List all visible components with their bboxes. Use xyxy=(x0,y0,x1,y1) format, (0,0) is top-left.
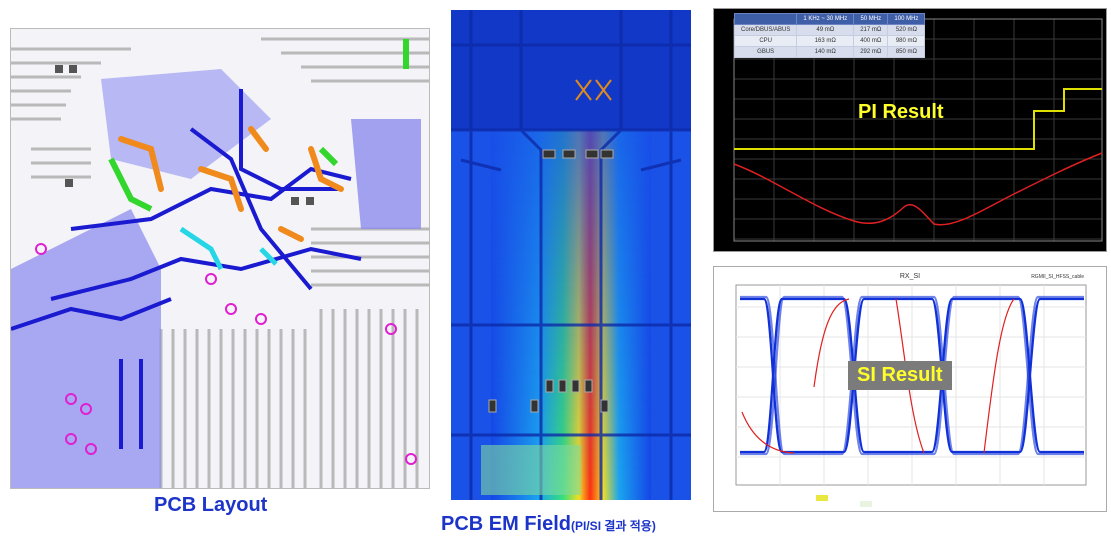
pi-table-header xyxy=(733,13,798,25)
table-row: CPU 163 mΩ 400 mΩ 980 mΩ xyxy=(733,35,926,47)
pi-table-cell: CPU xyxy=(733,35,798,47)
pi-table-cell: 163 mΩ xyxy=(796,35,855,47)
em-field-graphic xyxy=(451,10,691,500)
pi-table-cell: GBUS xyxy=(733,46,798,58)
pi-table-cell: 520 mΩ xyxy=(887,24,926,36)
em-field-caption-main: PCB EM Field xyxy=(441,513,572,535)
pi-impedance-curve xyxy=(733,152,1103,226)
pi-result-label: PI Result xyxy=(858,101,944,123)
pcb-layout-graphic xyxy=(10,29,429,488)
pi-table-cell: 292 mΩ xyxy=(853,46,889,58)
pi-table-header: 1 KHz ~ 30 MHz xyxy=(796,13,855,25)
pi-table-cell: 49 mΩ xyxy=(796,24,855,36)
pi-table-cell: 140 mΩ xyxy=(796,46,855,58)
em-field-image xyxy=(451,10,691,500)
pi-table-cell: 850 mΩ xyxy=(887,46,926,58)
table-row: Core/DBUS/ABUS 49 mΩ 217 mΩ 520 mΩ xyxy=(733,24,926,36)
pi-table-cell: 400 mΩ xyxy=(853,35,889,47)
pi-table-cell: 217 mΩ xyxy=(853,24,889,36)
em-field-caption-note: (PI/SI 결과 적용) xyxy=(571,519,656,533)
si-result-chart: RX_SI RGMII_SI_HFSS_cable SI Result xyxy=(713,266,1107,512)
table-row: GBUS 140 mΩ 292 mΩ 850 mΩ xyxy=(733,46,926,58)
em-field-caption: PCB EM Field(PI/SI 결과 적용) xyxy=(441,513,656,536)
pi-table-cell: 980 mΩ xyxy=(887,35,926,47)
pi-table-cell: Core/DBUS/ABUS xyxy=(733,24,798,36)
pi-result-chart: 1 KHz ~ 30 MHz 50 MHz 100 MHz Core/DBUS/… xyxy=(713,8,1107,252)
pcb-layout-caption: PCB Layout xyxy=(154,494,268,516)
si-chart-legend: RGMII_SI_HFSS_cable xyxy=(1031,274,1084,280)
pi-impedance-table: 1 KHz ~ 30 MHz 50 MHz 100 MHz Core/DBUS/… xyxy=(733,13,926,58)
pcb-layout-image xyxy=(10,28,430,489)
pi-table-header: 50 MHz xyxy=(853,13,889,25)
pi-limit-line xyxy=(734,88,1102,150)
si-result-label: SI Result xyxy=(848,361,952,390)
si-chart-title: RX_SI xyxy=(900,273,920,280)
pi-table-header: 100 MHz xyxy=(887,13,926,25)
